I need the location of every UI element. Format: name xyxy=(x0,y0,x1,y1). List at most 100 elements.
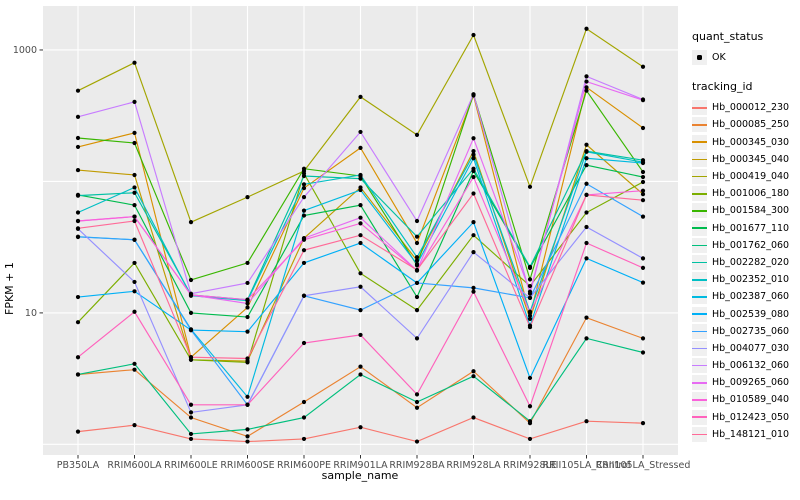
data-point xyxy=(640,214,646,219)
data-point xyxy=(358,145,363,150)
data-point xyxy=(75,226,81,231)
legend-item-ok: OK xyxy=(692,49,798,66)
data-point xyxy=(132,214,137,219)
data-point xyxy=(132,289,137,294)
data-point xyxy=(471,250,476,255)
data-point xyxy=(414,392,420,397)
legend-line-icon xyxy=(692,210,707,212)
legend-key-swatch xyxy=(692,151,707,167)
data-point xyxy=(414,439,420,444)
data-point xyxy=(471,166,476,171)
legend-line-icon xyxy=(692,416,707,419)
legend-key-swatch xyxy=(692,272,707,288)
legend-label: Hb_012423_050 xyxy=(712,411,790,423)
legend-key-swatch xyxy=(692,100,707,116)
data-point xyxy=(301,195,307,200)
legend-line-icon xyxy=(692,433,707,436)
data-point xyxy=(132,237,137,242)
data-point xyxy=(245,329,250,334)
data-point xyxy=(75,167,81,173)
legend-title-quant-status: quant_status xyxy=(692,30,764,43)
legend-line-icon xyxy=(692,347,707,350)
legend-item-Hb_000345_040: Hb_000345_040 xyxy=(692,151,798,168)
legend-label: Hb_001762_060 xyxy=(712,239,790,251)
tick-labels: PB350LA RRIM600LA RRIM600LE RRIM600SE RRIM60… xyxy=(13,45,691,471)
data-point xyxy=(527,264,533,269)
data-point xyxy=(301,436,307,442)
data-point xyxy=(245,402,250,407)
data-point xyxy=(358,187,363,193)
data-points xyxy=(75,26,646,444)
data-point xyxy=(132,279,137,285)
data-point xyxy=(132,130,137,135)
data-point xyxy=(301,237,307,242)
data-point xyxy=(414,132,420,137)
data-point xyxy=(75,372,81,377)
legend-key-ok xyxy=(692,50,707,66)
data-point xyxy=(527,375,533,381)
data-point xyxy=(640,421,646,426)
data-point xyxy=(301,340,307,346)
data-point xyxy=(527,324,533,330)
data-point xyxy=(132,361,137,366)
data-point xyxy=(132,218,137,224)
data-point xyxy=(414,255,420,260)
legend-item-Hb_000085_250: Hb_000085_250 xyxy=(692,116,798,133)
data-point xyxy=(584,315,589,320)
legend-item-Hb_009265_060: Hb_009265_060 xyxy=(692,374,798,391)
data-point xyxy=(640,98,646,103)
data-point xyxy=(640,198,646,203)
legend-key-swatch xyxy=(692,134,707,150)
data-point xyxy=(527,283,533,289)
legend-label: Hb_002352_010 xyxy=(712,274,790,286)
legend-line-icon xyxy=(692,227,707,229)
legend-key-swatch xyxy=(692,169,707,185)
data-point xyxy=(358,271,363,276)
data-point xyxy=(245,260,250,266)
data-point xyxy=(414,280,420,286)
data-point xyxy=(301,248,307,253)
data-point xyxy=(132,185,137,190)
data-point xyxy=(527,184,533,189)
data-point xyxy=(358,176,363,181)
legend-line-icon xyxy=(692,158,707,161)
data-point xyxy=(640,336,646,341)
data-point xyxy=(301,182,307,187)
data-point xyxy=(75,88,81,93)
legend-line-icon xyxy=(692,399,707,401)
data-point xyxy=(640,125,646,131)
data-point xyxy=(75,193,81,198)
data-point xyxy=(301,415,307,420)
data-point xyxy=(414,258,420,263)
x-tick-label: RRIM600LE xyxy=(164,460,218,471)
data-point xyxy=(188,415,194,420)
data-point xyxy=(584,210,589,215)
legend: quant_status OK tracking_id Hb_000012_23… xyxy=(692,30,798,443)
data-point xyxy=(358,364,363,369)
legend-key-swatch xyxy=(692,426,707,442)
data-point xyxy=(132,190,137,195)
data-point xyxy=(471,149,476,154)
data-point xyxy=(527,295,533,301)
data-point xyxy=(75,114,81,119)
data-point xyxy=(640,192,646,197)
legend-item-Hb_002352_010: Hb_002352_010 xyxy=(692,271,798,288)
legend-item-Hb_002387_060: Hb_002387_060 xyxy=(692,288,798,305)
data-point xyxy=(301,173,307,179)
data-point xyxy=(640,256,646,261)
legend-line-icon xyxy=(692,244,707,247)
x-tick-label: RRIM928BA xyxy=(389,460,445,471)
data-point xyxy=(358,332,363,338)
y-tick-label: 10 xyxy=(25,308,37,319)
data-point xyxy=(471,152,476,157)
data-point xyxy=(188,410,194,415)
legend-item-Hb_002735_060: Hb_002735_060 xyxy=(692,323,798,340)
legend-key-swatch xyxy=(692,237,707,253)
legend-label: Hb_006132_060 xyxy=(712,360,790,372)
data-point xyxy=(188,292,194,298)
data-point xyxy=(358,425,363,430)
data-point xyxy=(414,234,420,239)
data-point xyxy=(471,289,476,294)
